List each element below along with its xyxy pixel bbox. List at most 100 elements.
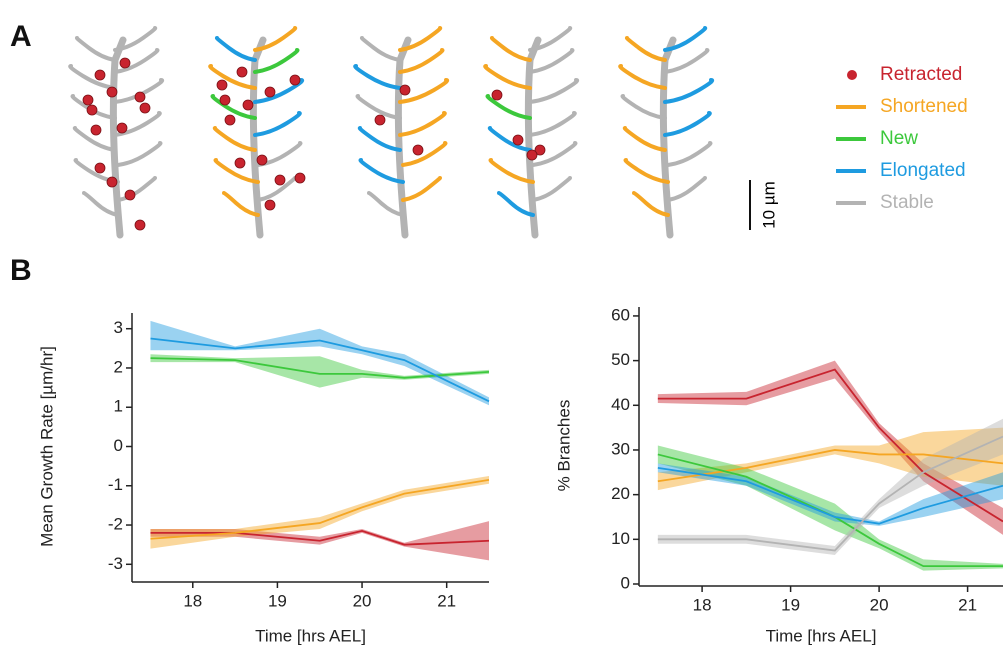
legend-label: Stable — [880, 192, 934, 213]
dendrite-branch — [531, 141, 578, 167]
retracted-dot — [412, 144, 424, 156]
dendrite-branch — [72, 126, 117, 152]
dendrite-branch — [253, 111, 302, 137]
dendrite-branch — [113, 48, 160, 74]
dendrite-branch — [113, 26, 158, 52]
x-tick-label: 19 — [781, 595, 800, 614]
retracted-dot — [534, 144, 546, 156]
retracted-dot — [219, 94, 231, 106]
dendrite-branch — [528, 26, 573, 52]
dendrite-branch — [357, 126, 402, 152]
error-band — [150, 354, 489, 388]
y-tick-label: 30 — [611, 439, 630, 458]
dendrite-branch — [210, 94, 257, 120]
retracted-dot — [512, 134, 524, 146]
retracted-dot — [139, 102, 151, 114]
dendrite-branch — [531, 176, 573, 202]
series-line — [150, 357, 490, 379]
dendrite-branch — [401, 141, 448, 167]
dendrite-branch — [213, 158, 260, 184]
y-tick-label: -3 — [108, 554, 123, 573]
legend: Retracted Shortened New Elongated Stable — [836, 64, 968, 213]
dendrite-branch — [253, 78, 305, 104]
dendrite-branch — [489, 36, 532, 62]
y-tick-label: 50 — [611, 350, 630, 369]
dendrite-branch — [116, 176, 158, 202]
dendrite-branch — [632, 191, 670, 217]
series-line — [657, 368, 1003, 523]
scale-bar-label: 10 µm — [759, 181, 778, 229]
series-line — [657, 435, 1003, 552]
retracted-dot — [374, 114, 386, 126]
retracted-dot — [526, 149, 538, 161]
y-tick-label: 10 — [611, 529, 630, 548]
series-line — [150, 478, 490, 540]
x-tick-label: 20 — [353, 591, 372, 610]
dendrite-branch — [256, 176, 298, 202]
retracted-dot — [399, 84, 411, 96]
retracted-dot — [90, 124, 102, 136]
dendrite-branch — [398, 111, 447, 137]
error-band — [657, 360, 1003, 535]
retracted-dot — [94, 162, 106, 174]
retracted-dot — [234, 157, 246, 169]
dendrite-branch — [253, 26, 298, 52]
y-tick-label: 40 — [611, 395, 630, 414]
dendrite-branch — [528, 48, 575, 74]
dendrite-branch — [222, 191, 260, 217]
y-tick-label: 20 — [611, 484, 630, 503]
series-line — [150, 529, 490, 546]
error-band — [657, 427, 1003, 491]
retracted-dot — [236, 66, 248, 78]
y-tick-label: 60 — [611, 305, 630, 324]
x-tick-label: 18 — [183, 591, 202, 610]
chart: 0 10 20 30 40 50 60 18 19 20 21 % Branches Time [hrs… — [554, 305, 1003, 645]
neuron-drawings — [68, 26, 715, 239]
dendrite-branch — [663, 111, 712, 137]
dendrite-branch — [663, 78, 715, 104]
x-tick-label: 20 — [870, 595, 889, 614]
y-tick-label: -2 — [108, 515, 123, 534]
retracted-dot — [134, 91, 146, 103]
dendrite-branch — [74, 36, 117, 62]
y-tick-label: 0 — [114, 436, 123, 455]
retracted-dot — [124, 189, 136, 201]
series-line — [657, 449, 1003, 483]
retracted-dot — [216, 79, 228, 91]
y-axis-label: Mean Growth Rate [µm/hr] — [37, 346, 56, 547]
y-tick-label: 0 — [621, 573, 630, 592]
dendrite-branch — [497, 191, 535, 217]
dendrite-branch — [485, 94, 532, 120]
y-axis-label: % Branches — [554, 400, 573, 492]
y-tick-label: 1 — [114, 397, 123, 416]
series-line — [150, 337, 490, 403]
x-tick-label: 19 — [268, 591, 287, 610]
dendrite-branch — [620, 94, 667, 120]
retracted-dot — [106, 86, 118, 98]
dendrite-branch — [82, 191, 120, 217]
chart: -3 -2 -1 0 1 2 3 18 19 20 21 Mean Growth Rate [µm/h… — [37, 313, 490, 645]
dendrite-branch — [624, 36, 667, 62]
dendrite-branch — [618, 64, 667, 90]
dendrite-branch — [666, 176, 708, 202]
legend-label: Elongated — [880, 160, 966, 181]
series-line — [657, 466, 1003, 525]
series-line — [657, 453, 1003, 568]
retracted-dot — [256, 154, 268, 166]
retracted-dot — [242, 99, 254, 111]
y-tick-label: -1 — [108, 475, 123, 494]
dendrite-branch — [528, 111, 577, 137]
retracted-dot — [82, 94, 94, 106]
dendrite-branch — [355, 94, 402, 120]
panel-label: B — [10, 254, 32, 287]
retracted-dot — [134, 219, 146, 231]
dendrite-branch — [398, 48, 445, 74]
dendrite-branch — [663, 26, 708, 52]
error-band — [657, 418, 1003, 555]
dendrite-branch — [401, 176, 443, 202]
dendrite-branch — [113, 111, 162, 137]
dendrite-branch — [367, 191, 405, 217]
dendrite-branch — [483, 64, 532, 90]
dendrite-branch — [488, 158, 535, 184]
